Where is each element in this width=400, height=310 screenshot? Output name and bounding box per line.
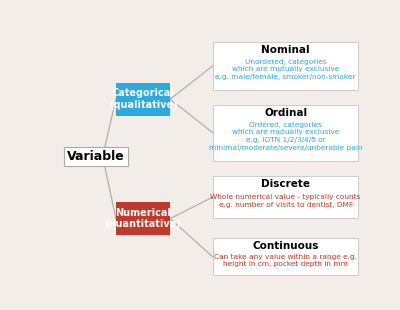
Text: Continuous: Continuous (252, 241, 319, 251)
FancyBboxPatch shape (116, 202, 170, 235)
Text: Categorical
(qualitative): Categorical (qualitative) (109, 88, 177, 110)
FancyBboxPatch shape (116, 82, 170, 116)
Text: Can take any value within a range e.g.
height in cm, pocket depth in mm: Can take any value within a range e.g. h… (214, 254, 357, 267)
Text: Discrete: Discrete (261, 179, 310, 189)
Text: Ordered, categories
which are mutually exclusive
e.g. IOTN 1/2/3/4/5 or
minimal/: Ordered, categories which are mutually e… (209, 122, 362, 151)
Text: Ordinal: Ordinal (264, 108, 307, 117)
FancyBboxPatch shape (213, 42, 358, 90)
FancyBboxPatch shape (213, 238, 358, 275)
Text: Whole numerical value - typically counts
e.g. number of visits to dentist, DMF: Whole numerical value - typically counts… (210, 194, 361, 208)
FancyBboxPatch shape (213, 176, 358, 218)
FancyBboxPatch shape (213, 105, 358, 161)
Text: Variable: Variable (67, 150, 125, 163)
Text: Nominal: Nominal (261, 45, 310, 55)
Text: Numerical
(quantitative): Numerical (quantitative) (104, 208, 182, 229)
Text: Unordered, categories
which are mutually exclusive
e.g. male/female, smoker/non-: Unordered, categories which are mutually… (216, 59, 356, 80)
